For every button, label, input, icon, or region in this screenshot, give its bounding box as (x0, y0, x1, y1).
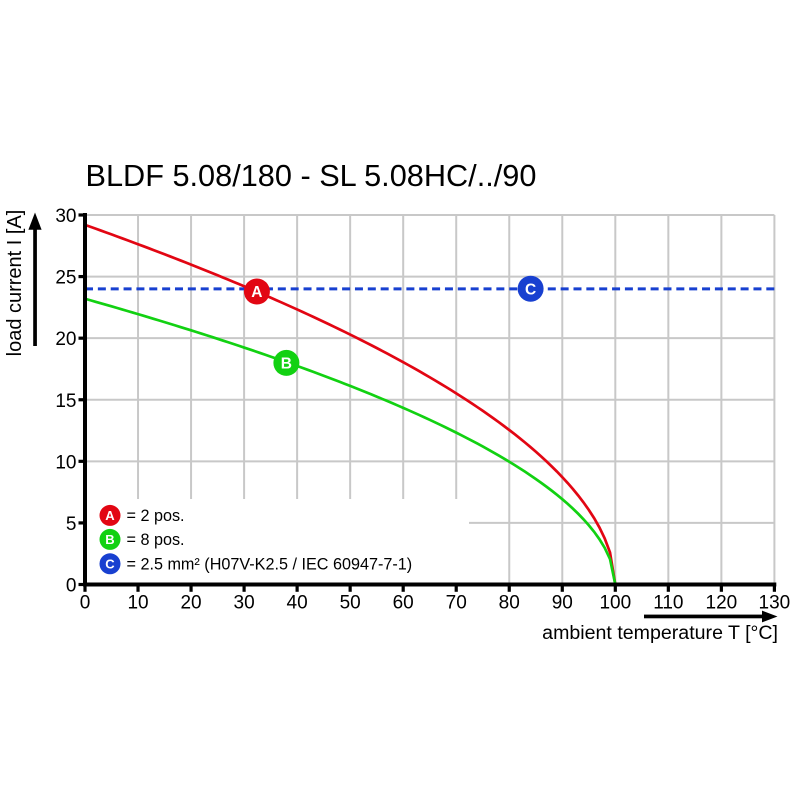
svg-text:0: 0 (80, 593, 91, 614)
svg-text:50: 50 (340, 593, 361, 614)
svg-text:100: 100 (599, 593, 631, 614)
svg-text:A: A (105, 508, 115, 523)
svg-text:C: C (105, 557, 115, 572)
svg-text:C: C (525, 281, 536, 298)
svg-text:120: 120 (706, 593, 738, 614)
svg-text:ambient temperature T [°C]: ambient temperature T [°C] (542, 622, 778, 644)
svg-text:= 2 pos.: = 2 pos. (127, 507, 185, 525)
svg-text:30: 30 (234, 593, 255, 614)
svg-text:load current I [A]: load current I [A] (4, 210, 26, 357)
svg-text:10: 10 (127, 593, 148, 614)
svg-text:10: 10 (55, 452, 76, 473)
svg-text:B: B (105, 532, 114, 547)
svg-text:70: 70 (446, 593, 467, 614)
svg-text:60: 60 (393, 593, 414, 614)
svg-text:0: 0 (66, 576, 77, 597)
svg-text:= 8 pos.: = 8 pos. (127, 531, 185, 549)
svg-text:80: 80 (499, 593, 520, 614)
svg-text:B: B (281, 356, 292, 373)
svg-text:BLDF 5.08/180 - SL 5.08HC/../9: BLDF 5.08/180 - SL 5.08HC/../90 (86, 158, 537, 193)
svg-text:20: 20 (55, 329, 76, 350)
svg-text:110: 110 (653, 593, 683, 614)
svg-text:25: 25 (55, 268, 76, 289)
svg-text:= 2.5 mm² (H07V-K2.5 / IEC 609: = 2.5 mm² (H07V-K2.5 / IEC 60947-7-1) (127, 556, 413, 574)
svg-text:90: 90 (552, 593, 573, 614)
svg-text:30: 30 (55, 206, 76, 227)
svg-text:130: 130 (759, 593, 791, 614)
svg-text:A: A (251, 284, 262, 301)
svg-text:5: 5 (66, 514, 77, 535)
svg-text:20: 20 (180, 593, 201, 614)
svg-text:40: 40 (287, 593, 308, 614)
svg-text:15: 15 (55, 391, 76, 412)
